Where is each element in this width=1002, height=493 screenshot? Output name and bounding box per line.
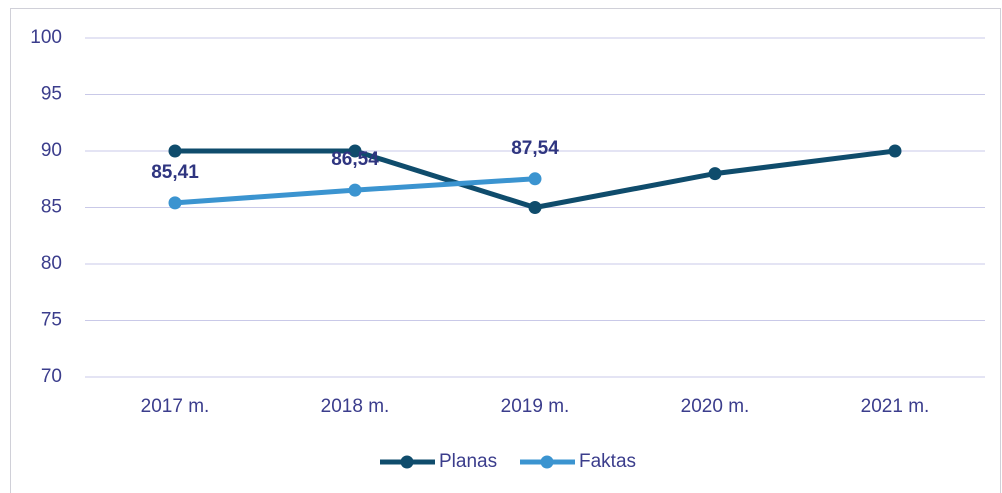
- data-label: 86,54: [331, 149, 379, 170]
- data-point: [528, 201, 542, 214]
- data-point: [708, 167, 722, 181]
- data-point: [168, 144, 182, 158]
- data-point: [168, 196, 182, 210]
- x-tick-label: 2018 m.: [321, 396, 390, 417]
- y-tick-label: 70: [41, 366, 62, 387]
- legend-label: Planas: [439, 451, 497, 472]
- data-point: [348, 144, 362, 158]
- y-tick-label: 95: [41, 84, 62, 105]
- legend-label: Faktas: [579, 451, 636, 472]
- data-point: [348, 183, 362, 197]
- data-label: 87,54: [511, 138, 559, 159]
- legend-marker: [400, 455, 414, 469]
- y-tick-label: 80: [41, 253, 62, 274]
- x-tick-label: 2021 m.: [861, 396, 930, 417]
- x-tick-label: 2020 m.: [681, 396, 750, 417]
- y-tick-label: 90: [41, 140, 62, 161]
- y-tick-label: 100: [30, 27, 62, 48]
- legend-marker: [540, 455, 554, 469]
- chart-frame: [10, 8, 1001, 493]
- y-tick-label: 85: [41, 197, 62, 218]
- data-point: [528, 172, 542, 186]
- y-tick-label: 75: [41, 310, 62, 331]
- x-tick-label: 2017 m.: [141, 396, 210, 417]
- data-label: 85,41: [151, 162, 199, 183]
- data-point: [888, 144, 902, 158]
- x-tick-label: 2019 m.: [501, 396, 570, 417]
